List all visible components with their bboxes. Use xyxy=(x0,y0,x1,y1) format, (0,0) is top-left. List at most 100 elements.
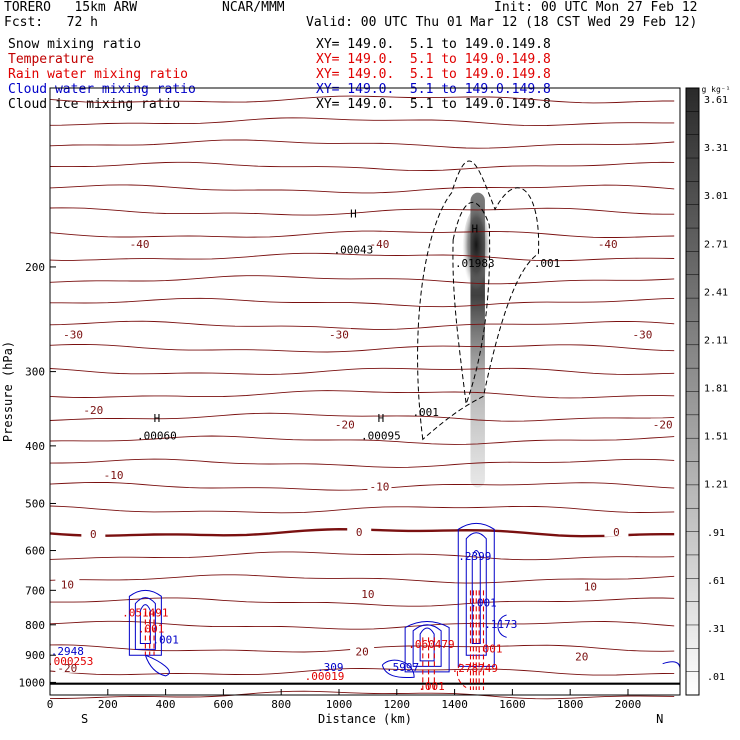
cloud-water-contour xyxy=(139,604,151,644)
isotherm-label-bg xyxy=(367,480,392,492)
snow-max-label: .01983 xyxy=(455,257,495,270)
cloud-water-contour xyxy=(457,522,495,667)
cloud-water-contour xyxy=(471,550,481,644)
isotherm-line xyxy=(49,207,675,216)
valid-time: Valid: 00 UTC Thu 01 Mar 12 (18 CST Wed … xyxy=(306,15,698,30)
snow-max-label: .00095 xyxy=(361,429,401,442)
field-temperature-label: Temperature xyxy=(8,52,95,67)
cloud-water-label: .2399 xyxy=(458,550,491,563)
isotherm-label: -30 xyxy=(632,329,652,342)
isotherm-line xyxy=(49,690,675,700)
x-tick-label: 1800 xyxy=(557,698,584,711)
colorbar-label: .61 xyxy=(707,576,725,587)
isotherm-line xyxy=(49,184,675,194)
y-tick-label: 500 xyxy=(25,497,45,510)
snow-max-marker: H xyxy=(378,412,385,425)
x-tick-label: 400 xyxy=(156,698,176,711)
axes: 0 200 400 600 800 1000 1200 1400 1600 1800 2000200… xyxy=(1,87,681,726)
colorbar-label: .91 xyxy=(707,528,725,539)
rain-contour xyxy=(456,663,467,688)
cloud-water-contour xyxy=(381,659,415,678)
y-tick-label: 700 xyxy=(25,584,45,597)
isotherm-line xyxy=(49,252,675,262)
isotherm-line xyxy=(49,117,675,127)
colorbar: .01 .31 .61 .91 1.21 1.51 1.81 2.11 2.41 2.71 3.01… xyxy=(685,85,731,696)
cloud-water-contour xyxy=(497,614,507,638)
x-tick-label: 200 xyxy=(98,698,118,711)
isotherm-label: 10 xyxy=(361,588,374,601)
colorbar-label: 2.71 xyxy=(704,239,728,250)
y-axis-label: Pressure (hPa) xyxy=(1,341,15,442)
isotherm-label-bg xyxy=(578,580,603,592)
isotherm-label: -10 xyxy=(370,480,390,493)
isotherm-line xyxy=(50,597,675,607)
init-time: Init: 00 UTC Mon 27 Feb 12 xyxy=(494,0,698,15)
colorbar-unit: g kg⁻¹ xyxy=(702,85,731,94)
isotherm-label: -20 xyxy=(57,662,77,675)
isotherm-label-bg xyxy=(55,578,80,590)
rain-label: .000253 xyxy=(47,655,93,668)
colorbar-label: 1.51 xyxy=(704,432,728,443)
field-temperature-xy: XY= 149.0. 5.1 to 149.0.149.8 xyxy=(316,52,551,67)
isotherm-label-bg xyxy=(101,469,126,481)
field-rain-xy: XY= 149.0. 5.1 to 149.0.149.8 xyxy=(316,67,551,82)
isotherm-line xyxy=(49,551,675,561)
isotherm-label-bg xyxy=(630,328,655,340)
snow-max-marker: H xyxy=(472,222,479,235)
isotherm-line xyxy=(49,412,675,422)
isotherm-line xyxy=(49,481,675,491)
isotherm-label-bg xyxy=(350,645,375,657)
isotherm-label-bg xyxy=(81,528,106,540)
x-end-label-south: S xyxy=(81,712,88,726)
cloud-water-label: .5997 xyxy=(386,661,419,674)
field-rain-label: Rain water mixing ratio xyxy=(8,67,189,82)
y-tick-label: 400 xyxy=(25,440,45,453)
cloud-water-contour xyxy=(662,661,681,670)
cloud-ice-contours xyxy=(417,160,540,441)
x-tick-label: 800 xyxy=(271,698,291,711)
isotherm-label: -40 xyxy=(130,238,150,251)
isotherm-line xyxy=(49,574,675,584)
forecast-hour: Fcst: 72 h xyxy=(4,15,98,30)
y-tick-label: 1000 xyxy=(19,676,46,689)
isotherm-label-bg xyxy=(326,328,351,340)
isotherm-label: -10 xyxy=(104,469,124,482)
isotherm-label: -30 xyxy=(329,329,349,342)
snow-max-label: .00043 xyxy=(334,244,374,257)
rain-label: .278749 xyxy=(452,662,498,675)
cloud-water-contour xyxy=(419,627,435,662)
x-tick-label: 1600 xyxy=(499,698,526,711)
snow-max-marker: H xyxy=(350,207,357,220)
x-tick-label: 1200 xyxy=(384,698,411,711)
cloud-water-contour xyxy=(465,532,487,656)
rain-label: .00019 xyxy=(305,670,345,683)
isotherm-line xyxy=(49,320,675,330)
center-title: NCAR/MMM xyxy=(222,0,285,15)
y-tick-label: 900 xyxy=(25,649,45,662)
isotherm-label-bg xyxy=(595,238,620,250)
isotherm-label-bg xyxy=(650,418,675,430)
x-end-label-north: N xyxy=(656,712,663,726)
y-tick-label: 600 xyxy=(25,545,45,558)
isotherm-label: -40 xyxy=(598,238,618,251)
cloud-water-contour xyxy=(144,654,170,677)
cloud-water-contours xyxy=(128,522,681,678)
isotherm-label: 20 xyxy=(355,646,368,659)
model-title: TORERO 15km ARW xyxy=(4,0,138,15)
y-tick-label: 200 xyxy=(25,261,45,274)
field-cloudwater-xy: XY= 149.0. 5.1 to 149.0.149.8 xyxy=(316,82,551,97)
isotherm-line xyxy=(49,458,675,468)
colorbar-label: 1.81 xyxy=(704,384,728,395)
isotherm-label: 20 xyxy=(575,650,588,663)
cloud-water-contour xyxy=(404,621,450,673)
x-axis-label: Distance (km) xyxy=(318,712,412,726)
cloud-water-label: .309 xyxy=(317,661,344,674)
colorbar-label: .01 xyxy=(707,672,725,683)
x-tick-label: 1000 xyxy=(326,698,353,711)
y-tick-label: 800 xyxy=(25,619,45,632)
isotherm-label: -20 xyxy=(335,418,355,431)
isotherm-label-bg xyxy=(347,525,372,537)
rain-contours xyxy=(144,590,485,691)
isotherm-label: -40 xyxy=(370,238,390,251)
field-snow-xy: XY= 149.0. 5.1 to 149.0.149.8 xyxy=(316,37,551,52)
